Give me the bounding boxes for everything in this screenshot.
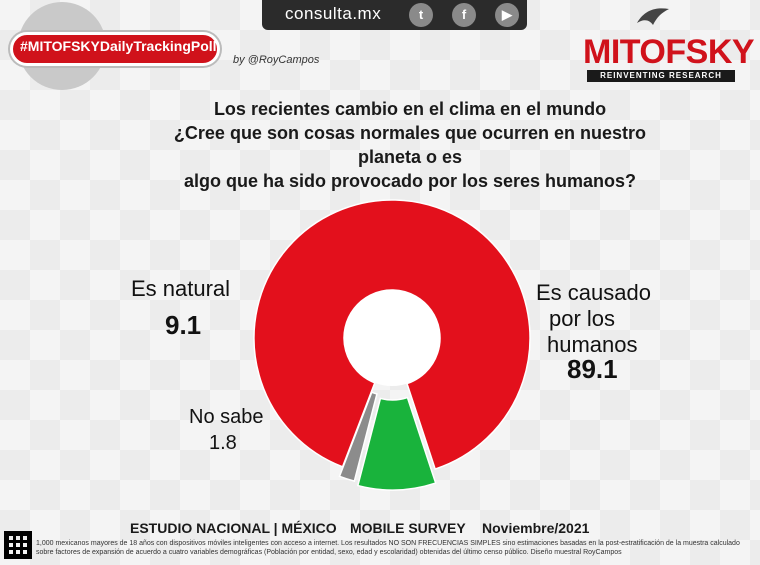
label-causado-1: Es causado [536,280,651,305]
youtube-icon[interactable]: ▶ [495,3,519,27]
value-causado: 89.1 [567,354,618,384]
hashtag-badge: #MITOFSKYDailyTrackingPoll [10,2,220,90]
question-text: Los recientes cambio en el clima en el m… [140,97,680,193]
hashtag-text: #MITOFSKYDailyTrackingPoll [20,38,217,54]
slice-es-natural [356,396,437,491]
top-bar [262,0,527,30]
value-natural: 9.1 [165,310,202,340]
footer-estudio: ESTUDIO NACIONAL | MÉXICO [130,520,337,536]
byline: by @RoyCampos [233,54,320,66]
slice-no-sabe [338,391,378,483]
slice-es-causado-por-los-humanos [253,199,531,471]
footer-fecha: Noviembre/2021 [482,520,590,536]
donut-hole [344,290,440,386]
mitofsky-bird-icon [637,8,669,25]
label-causado-2: por los [549,306,616,331]
footer-survey: MOBILE SURVEY [350,520,466,536]
question-line-1: Los recientes cambio en el clima en el m… [213,99,607,119]
question-line-3: algo que ha sido provocado por los seres… [183,171,637,191]
question-line-2: ¿Cree que son cosas normales que ocurren… [173,123,647,167]
label-nosabe: No sabe [189,406,264,428]
label-natural: Es natural [131,276,231,301]
methodology-note: 1,000 mexicanos mayores de 18 años con d… [36,540,740,556]
logo-tagline: REINVENTING RESEARCH [587,70,735,82]
mitofsky-logo: MITOFSKY [583,33,755,71]
facebook-icon[interactable]: f [452,3,476,27]
site-link[interactable]: consulta.mx [285,4,382,23]
badge-pill [10,32,220,66]
label-causado-3: humanos [547,332,638,357]
value-nosabe: 1.8 [209,432,237,454]
twitter-icon[interactable]: t [409,3,433,27]
qr-code-icon[interactable] [4,531,32,559]
